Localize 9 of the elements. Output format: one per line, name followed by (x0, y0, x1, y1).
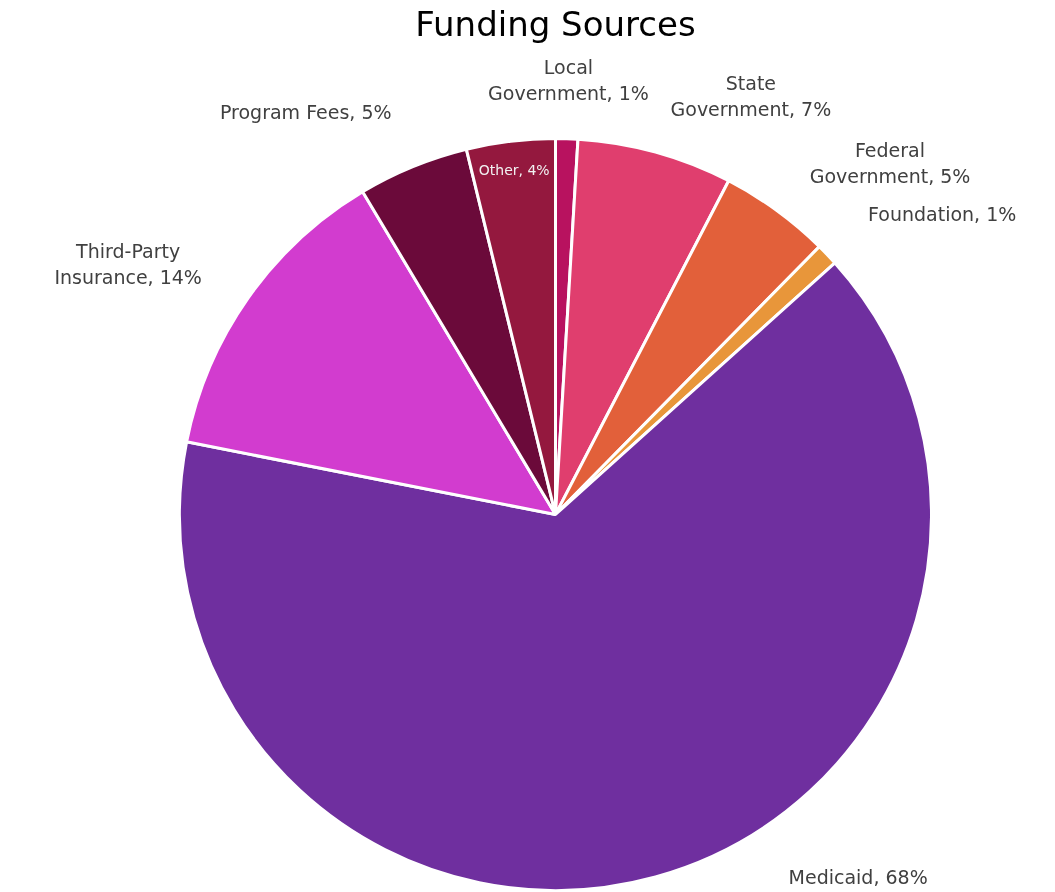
slice-label: Third-Party Insurance, 14% (54, 239, 202, 288)
slice-label: Federal Government, 5% (809, 138, 971, 187)
slice-label: State Government, 7% (670, 71, 832, 120)
slice-label: Program Fees, 5% (219, 101, 392, 124)
slice-label: Medicaid, 68% (788, 865, 928, 888)
slice-label: Local Government, 1% (488, 56, 649, 105)
chart-title: Funding Sources (414, 4, 697, 44)
slice-label: Other, 4% (478, 161, 550, 178)
slice-label: Foundation, 1% (868, 202, 1017, 225)
